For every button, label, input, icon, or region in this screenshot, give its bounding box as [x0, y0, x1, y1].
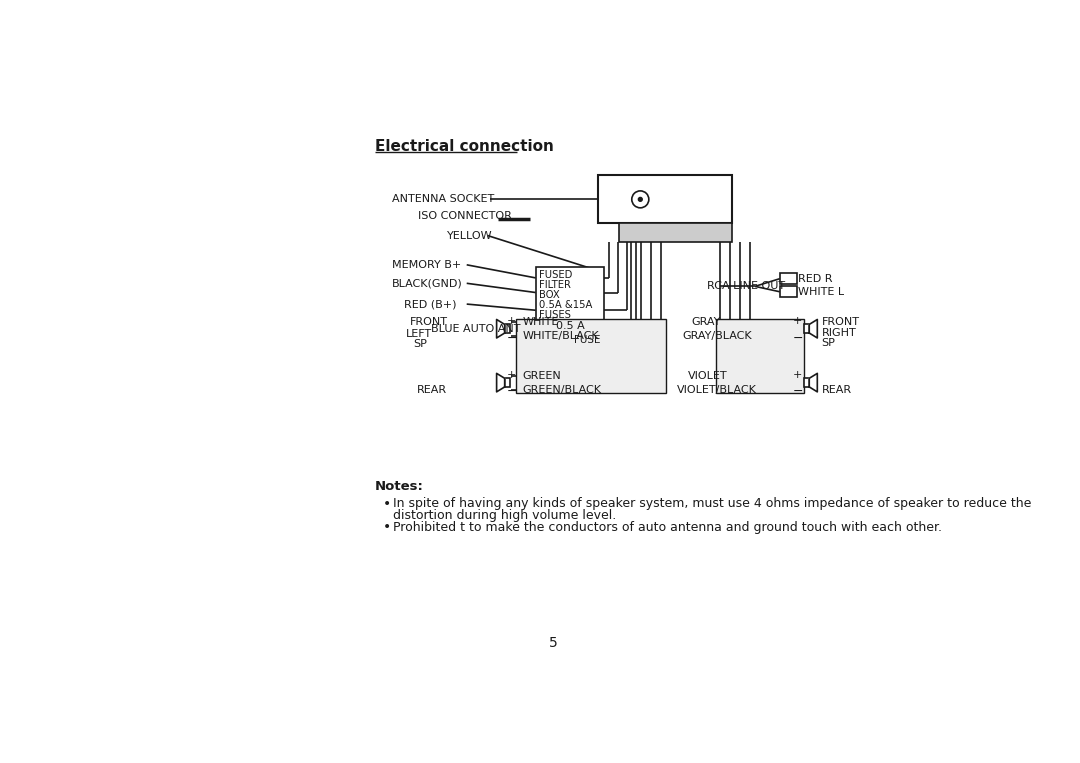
Bar [504, 324, 510, 333]
Polygon shape [497, 373, 504, 392]
Circle shape [638, 198, 643, 201]
Bar [804, 324, 809, 333]
Text: FUSE: FUSE [575, 335, 600, 346]
Text: •: • [383, 520, 391, 534]
Text: FILTER: FILTER [539, 280, 570, 290]
Text: BLUE AUTO ANT: BLUE AUTO ANT [431, 324, 521, 334]
Text: RIGHT: RIGHT [822, 328, 856, 338]
Text: Electrical connection: Electrical connection [375, 139, 554, 153]
Text: SP: SP [414, 339, 427, 349]
Text: +: + [793, 370, 802, 380]
Text: 5: 5 [549, 636, 558, 650]
Text: GRAY/BLACK: GRAY/BLACK [683, 331, 752, 341]
Bar [804, 378, 809, 387]
Text: RED (B+): RED (B+) [404, 299, 457, 309]
Bar [619, 224, 732, 242]
Text: −: − [507, 331, 517, 344]
Text: •: • [383, 497, 391, 510]
Text: FRONT: FRONT [410, 317, 448, 327]
Text: FUSES: FUSES [539, 310, 570, 320]
Text: SP: SP [822, 338, 836, 349]
Text: −: − [507, 385, 517, 398]
Text: distortion during high volume level.: distortion during high volume level. [393, 509, 617, 522]
Text: VIOLET/BLACK: VIOLET/BLACK [677, 385, 757, 395]
Text: GREEN: GREEN [523, 371, 562, 381]
Bar [780, 273, 797, 284]
Bar [780, 286, 797, 297]
Text: WHITE/BLACK: WHITE/BLACK [523, 331, 599, 341]
Polygon shape [809, 373, 818, 392]
Polygon shape [809, 320, 818, 338]
Bar [516, 319, 666, 393]
Text: +: + [507, 370, 516, 380]
Text: ISO CONNECTOR: ISO CONNECTOR [418, 211, 512, 221]
Text: FUSED: FUSED [539, 270, 572, 280]
Bar [716, 319, 804, 393]
Text: WHITE: WHITE [523, 317, 558, 327]
Text: YELLOW: YELLOW [447, 230, 492, 240]
Text: Prohibited t to make the conductors of auto antenna and ground touch with each o: Prohibited t to make the conductors of a… [393, 521, 942, 534]
Text: RED R: RED R [798, 274, 833, 284]
Bar [598, 175, 732, 224]
Text: LEFT: LEFT [406, 329, 432, 339]
Text: Notes:: Notes: [375, 480, 424, 493]
Text: ANTENNA SOCKET: ANTENNA SOCKET [392, 195, 495, 204]
Text: FRONT: FRONT [822, 317, 860, 327]
Text: 0.5A &15A: 0.5A &15A [539, 300, 592, 310]
Text: BOX: BOX [539, 290, 559, 300]
Bar [564, 333, 611, 348]
Text: GRAY: GRAY [691, 317, 720, 327]
Text: MEMORY B+: MEMORY B+ [392, 260, 461, 270]
Text: REAR: REAR [417, 385, 447, 394]
Text: −: − [793, 331, 804, 344]
Text: WHITE L: WHITE L [798, 287, 845, 297]
Bar [504, 378, 510, 387]
Text: GREEN/BLACK: GREEN/BLACK [523, 385, 602, 395]
Bar [536, 267, 604, 321]
Text: −: − [793, 385, 804, 398]
Text: REAR: REAR [822, 385, 852, 394]
Text: In spite of having any kinds of speaker system, must use 4 ohms impedance of spe: In spite of having any kinds of speaker … [393, 497, 1031, 510]
Text: BLACK(GND): BLACK(GND) [392, 278, 463, 288]
Text: RCA LINE OUT: RCA LINE OUT [707, 282, 785, 291]
Text: +: + [507, 316, 516, 326]
Text: +: + [793, 316, 802, 326]
Text: 0.5 A: 0.5 A [556, 321, 584, 331]
Text: VIOLET: VIOLET [688, 371, 728, 381]
Polygon shape [497, 320, 504, 338]
